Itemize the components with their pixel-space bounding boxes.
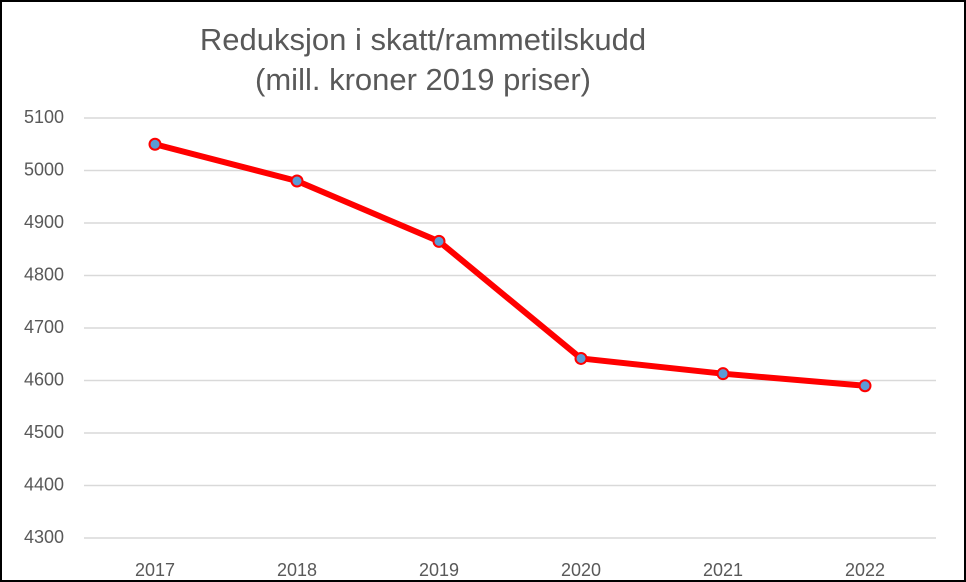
y-tick-label: 5100	[24, 107, 64, 127]
x-tick-label: 2017	[135, 560, 175, 580]
x-tick-label: 2018	[277, 560, 317, 580]
series-line	[152, 141, 868, 389]
y-tick-label: 4500	[24, 422, 64, 442]
chart-title: Reduksjon i skatt/rammetilskudd	[200, 22, 646, 57]
chart-subtitle: (mill. kroner 2019 priser)	[255, 62, 591, 97]
data-point	[858, 379, 872, 393]
y-tick-label: 4800	[24, 264, 64, 284]
y-tick-label: 5000	[24, 159, 64, 179]
y-tick-label: 4700	[24, 317, 64, 337]
x-tick-label: 2020	[561, 560, 601, 580]
x-tick-label: 2021	[703, 560, 743, 580]
data-point	[290, 174, 304, 188]
data-point	[432, 234, 446, 248]
y-tick-label: 4400	[24, 474, 64, 494]
data-point	[716, 367, 730, 381]
y-tick-label: 4900	[24, 212, 64, 232]
y-tick-label: 4600	[24, 369, 64, 389]
data-point	[574, 351, 588, 365]
x-tick-label: 2022	[845, 560, 885, 580]
data-point	[148, 137, 162, 151]
x-tick-label: 2019	[419, 560, 459, 580]
y-tick-label: 4300	[24, 527, 64, 547]
